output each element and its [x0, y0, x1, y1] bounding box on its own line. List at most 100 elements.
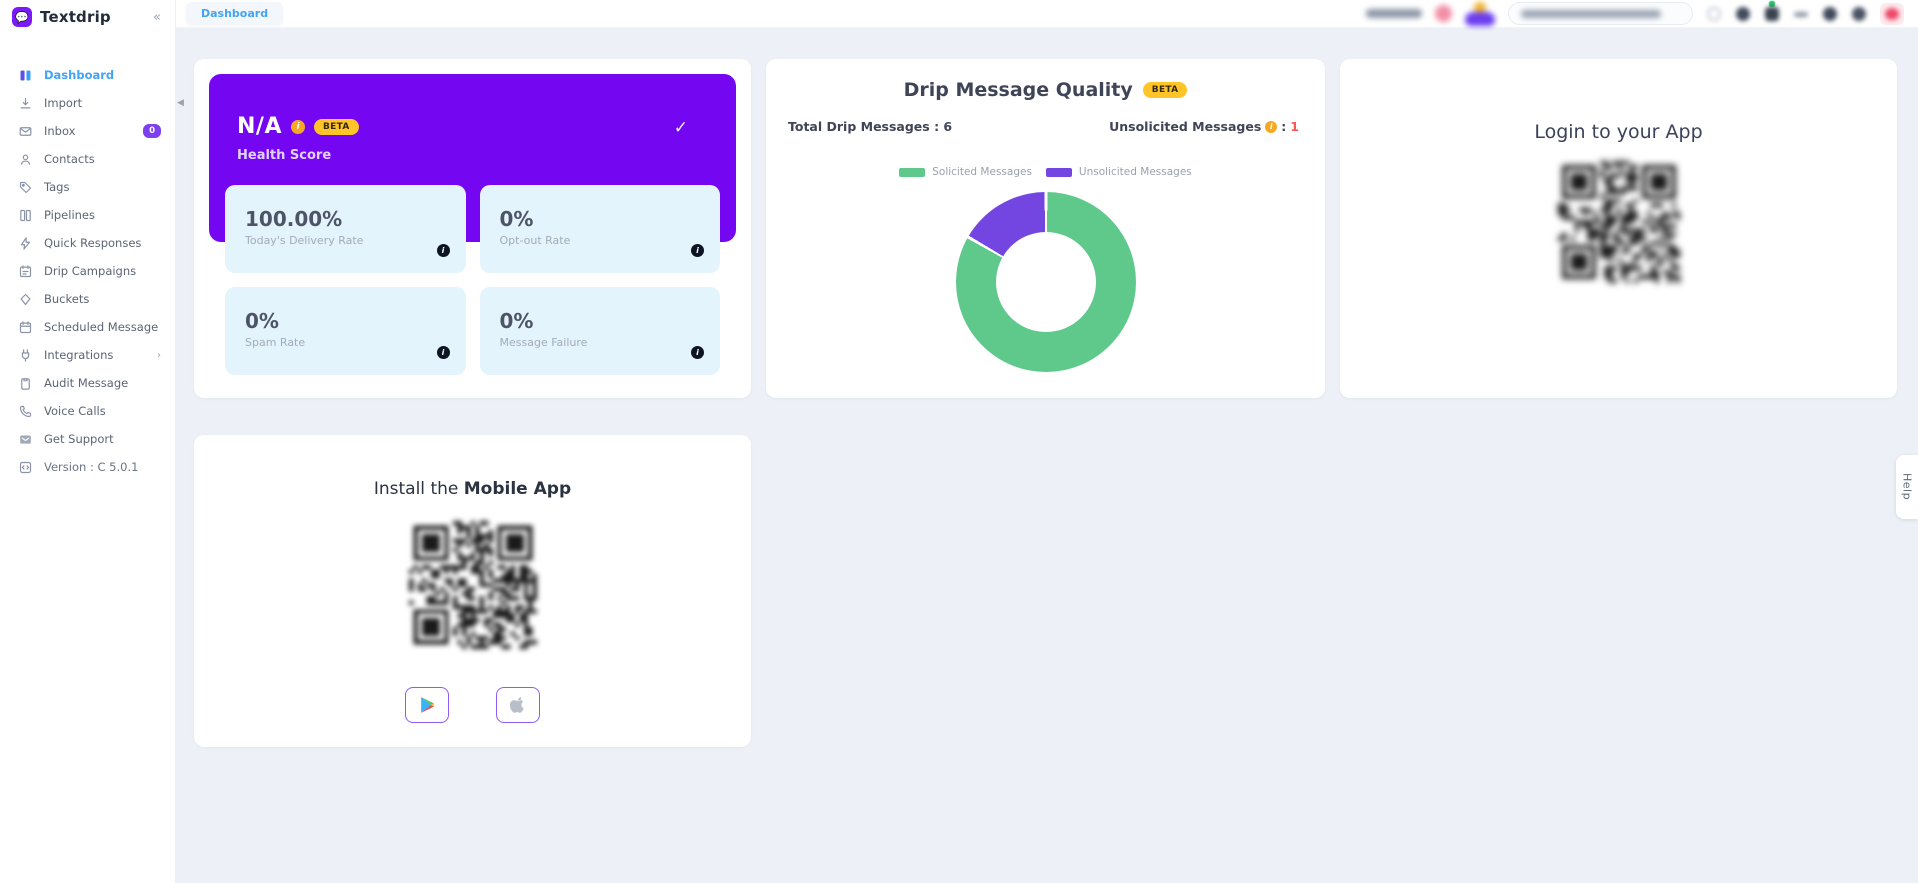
drip-quality-title: Drip Message Quality	[903, 79, 1133, 101]
sidebar-item-label: Contacts	[44, 152, 95, 166]
stat-info-icon[interactable]: i	[436, 244, 450, 257]
help-tab[interactable]: Help	[1896, 455, 1918, 519]
textdrip-logo-icon: 💬	[12, 7, 32, 27]
stat-info-icon[interactable]: i	[691, 346, 704, 359]
sidebar-item-dashboard[interactable]: Dashboard	[0, 61, 175, 89]
total-drip-messages: Total Drip Messages : 6	[788, 119, 953, 134]
sidebar-item-audit-message[interactable]: Audit Message	[0, 369, 175, 397]
mobile-app-card: Install the Mobile App	[194, 435, 751, 747]
sidebar-item-get-support[interactable]: Get Support	[0, 425, 175, 453]
sidebar-item-quick-responses[interactable]: Quick Responses	[0, 229, 175, 257]
plug-icon	[18, 348, 33, 363]
sidebar-item-buckets[interactable]: Buckets	[0, 285, 175, 313]
dashboard-icon	[18, 68, 33, 83]
stat-label: Spam Rate	[245, 336, 306, 349]
stat-info-icon[interactable]: i	[691, 244, 704, 257]
health-score-card: N/A i BETA Health Score ✓ 100.00% Today's…	[194, 59, 751, 398]
sidebar-item-drip-campaigns[interactable]: Drip Campaigns	[0, 257, 175, 285]
brand-name: Textdrip	[40, 8, 111, 26]
sidebar-item-label: Quick Responses	[44, 236, 142, 250]
sidebar-item-tags[interactable]: Tags	[0, 173, 175, 201]
topbar: Dashboard	[176, 0, 1918, 28]
lightning-icon	[18, 236, 33, 251]
sidebar-item-integrations[interactable]: Integrations ›	[0, 341, 175, 369]
brand-header: 💬 Textdrip «	[0, 0, 175, 33]
sidebar-item-scheduled-message[interactable]: Scheduled Message	[0, 313, 175, 341]
legend-label: Solicited Messages	[932, 166, 1032, 178]
dashboard-content: ◀ N/A i BETA Health Score ✓ 100.00% Today…	[176, 28, 1918, 883]
sidebar-item-label: Inbox	[44, 124, 76, 138]
settings-icon[interactable]	[1851, 6, 1867, 22]
sidebar-item-label: Drip Campaigns	[44, 264, 137, 278]
chevron-right-icon: ›	[157, 349, 161, 361]
bell-icon[interactable]	[1735, 6, 1751, 22]
user-name-redacted	[1366, 9, 1422, 18]
legend-swatch	[1045, 167, 1072, 177]
avatar[interactable]	[1435, 5, 1452, 22]
sidebar-item-label: Pipelines	[44, 208, 95, 222]
chart-legend: Solicited Messages Unsolicited Messages	[786, 166, 1305, 178]
stat-value: 0%	[499, 309, 534, 333]
breadcrumb-dashboard[interactable]: Dashboard	[186, 2, 284, 25]
stat-label: Message Failure	[499, 336, 588, 349]
checkmark-icon: ✓	[673, 118, 688, 138]
import-icon	[18, 96, 33, 111]
stat-card-message-failure: 0% Message Failure i	[479, 287, 720, 375]
app-store-button[interactable]	[496, 687, 540, 723]
stat-value: 0%	[499, 207, 534, 231]
help-tab-label: Help	[1900, 473, 1914, 501]
drip-quality-beta-badge: BETA	[1142, 82, 1188, 98]
campaign-calendar-icon	[18, 264, 33, 279]
sidebar-item-label: Scheduled Message	[44, 320, 159, 334]
help-circle-icon[interactable]	[1706, 6, 1722, 22]
panel-collapse-arrow[interactable]: ◀	[177, 98, 184, 108]
power-icon[interactable]	[1880, 2, 1904, 25]
profile-avatar[interactable]	[1465, 1, 1495, 26]
main-area: Dashboard ◀	[176, 0, 1918, 883]
sidebar-item-inbox[interactable]: Inbox 0	[0, 117, 175, 145]
stat-info-icon[interactable]: i	[436, 346, 450, 359]
sidebar-item-label: Import	[44, 96, 83, 110]
pipelines-icon	[18, 208, 33, 223]
google-play-icon	[421, 697, 435, 713]
sidebar-item-pipelines[interactable]: Pipelines	[0, 201, 175, 229]
drip-quality-card: Drip Message Quality BETA Total Drip Mes…	[766, 59, 1325, 398]
user-icon[interactable]	[1822, 6, 1838, 22]
stat-card-spam-rate: 0% Spam Rate i	[225, 287, 466, 375]
health-score-title: Health Score	[237, 148, 332, 163]
mobile-app-title: Install the Mobile App	[373, 479, 572, 499]
sidebar-item-voice-calls[interactable]: Voice Calls	[0, 397, 175, 425]
stat-label: Opt-out Rate	[499, 234, 571, 247]
stat-card-opt-out-rate: 0% Opt-out Rate i	[479, 185, 720, 273]
version-icon	[18, 460, 33, 475]
phone-number-selector[interactable]	[1508, 2, 1693, 25]
notification-dot	[1769, 0, 1775, 7]
sidebar: 💬 Textdrip « Dashboard Import Inbox 0 Contac…	[0, 0, 176, 883]
unsolicited-messages: Unsolicited Messages i : 1	[1109, 119, 1299, 134]
sidebar-item-label: Audit Message	[44, 376, 129, 390]
unsolicited-info-icon[interactable]: i	[1265, 120, 1278, 133]
health-score-info-icon[interactable]: i	[290, 119, 305, 134]
more-icon[interactable]	[1793, 6, 1809, 22]
legend-swatch	[899, 167, 926, 177]
sidebar-collapse-button[interactable]: «	[153, 9, 161, 25]
support-envelope-icon	[18, 432, 33, 447]
messages-icon[interactable]	[1764, 0, 1780, 22]
stat-label: Today's Delivery Rate	[245, 234, 364, 247]
sidebar-item-version-c-5-0-1: Version : C 5.0.1	[0, 453, 175, 481]
legend-item-solicited-messages[interactable]: Solicited Messages	[899, 166, 1032, 178]
inbox-badge: 0	[143, 124, 161, 138]
sidebar-item-contacts[interactable]: Contacts	[0, 145, 175, 173]
tag-icon	[18, 180, 33, 195]
google-play-button[interactable]	[405, 687, 449, 723]
sidebar-item-label: Get Support	[44, 432, 114, 446]
sidebar-item-import[interactable]: Import	[0, 89, 175, 117]
sidebar-item-label: Voice Calls	[44, 404, 106, 418]
legend-item-unsolicited-messages[interactable]: Unsolicited Messages	[1045, 166, 1192, 178]
sidebar-item-label: Version : C 5.0.1	[44, 460, 139, 474]
phone-number-redacted	[1521, 9, 1661, 18]
bucket-icon	[18, 292, 33, 307]
health-score-value: N/A	[237, 114, 282, 139]
stat-value: 0%	[245, 309, 279, 333]
